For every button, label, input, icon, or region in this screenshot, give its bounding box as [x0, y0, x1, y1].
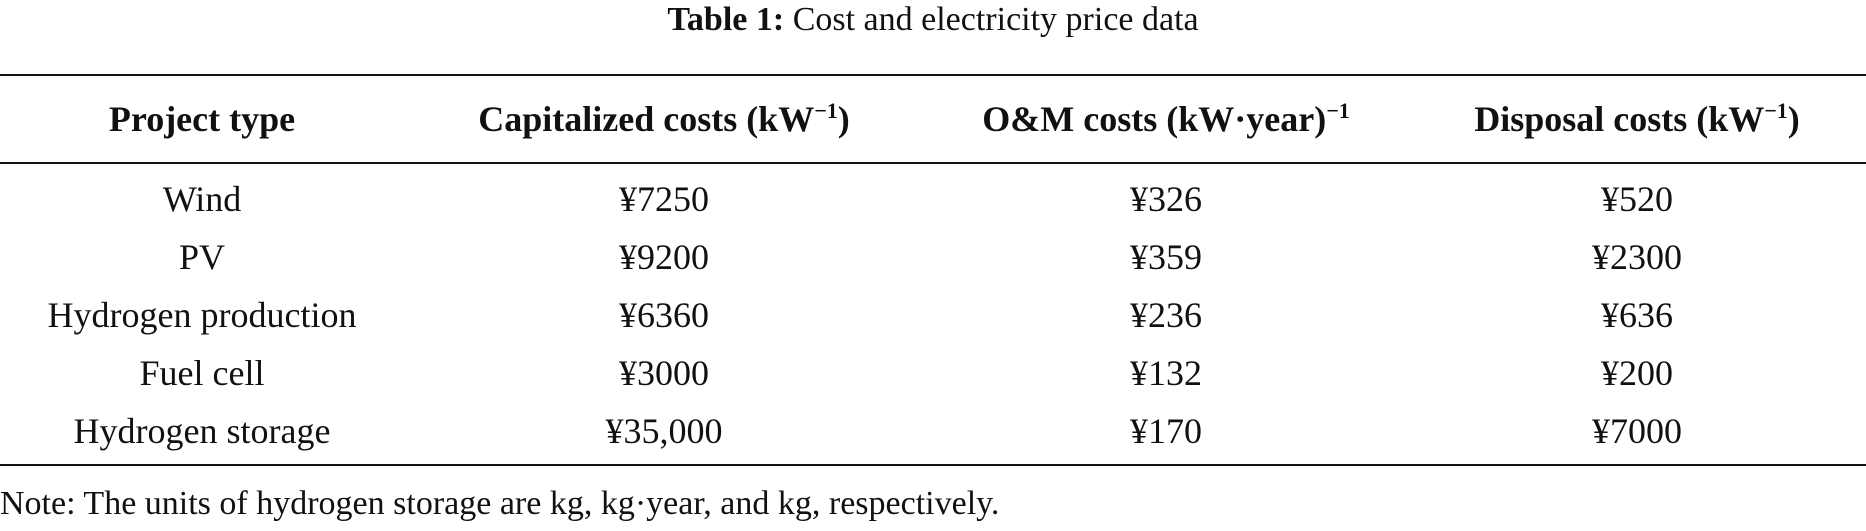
cell-capitalized-cost: ¥7250	[619, 179, 709, 219]
cost-table: Project type Capitalized costs (kW−1) O&…	[0, 76, 1866, 464]
table-row: Hydrogen production ¥6360 ¥236 ¥636	[0, 286, 1866, 344]
table-header-row: Project type Capitalized costs (kW−1) O&…	[0, 76, 1866, 164]
cell-om-cost: ¥236	[1130, 295, 1202, 335]
caption-label: Table 1:	[667, 1, 785, 38]
cell-om-cost: ¥326	[1130, 179, 1202, 219]
cell-capitalized-cost: ¥35,000	[605, 411, 723, 451]
cell-project-type: Wind	[162, 179, 242, 219]
table-row: PV ¥9200 ¥359 ¥2300	[0, 228, 1866, 286]
cost-table-container: Project type Capitalized costs (kW−1) O&…	[0, 74, 1866, 466]
header-om-costs: O&M costs (kW·year)−1	[924, 76, 1408, 164]
cell-disposal-cost: ¥7000	[1592, 411, 1682, 451]
cell-om-cost: ¥170	[1130, 411, 1202, 451]
cell-om-cost: ¥359	[1130, 237, 1202, 277]
header-superscript: −1	[1764, 98, 1788, 123]
cell-project-type: Hydrogen storage	[73, 411, 331, 451]
cell-project-type: PV	[178, 237, 226, 277]
header-project-type: Project type	[0, 76, 404, 164]
cell-disposal-cost: ¥520	[1601, 179, 1673, 219]
header-text: Disposal costs (kW	[1474, 99, 1765, 139]
caption-text: Cost and electricity price data	[792, 1, 1199, 38]
cell-capitalized-cost: ¥6360	[619, 295, 709, 335]
cell-capitalized-cost: ¥3000	[619, 353, 709, 393]
header-text-closing: )	[837, 99, 850, 139]
cell-disposal-cost: ¥2300	[1592, 237, 1682, 277]
table-caption: Table 1: Cost and electricity price data	[0, 0, 1866, 45]
header-text-closing: )	[1787, 99, 1800, 139]
table-row: Fuel cell ¥3000 ¥132 ¥200	[0, 344, 1866, 402]
header-text: Capitalized costs (kW	[478, 99, 815, 139]
table-row: Wind ¥7250 ¥326 ¥520	[0, 163, 1866, 228]
header-disposal-costs: Disposal costs (kW−1)	[1408, 76, 1866, 164]
cell-project-type: Hydrogen production	[47, 295, 357, 335]
cell-project-type: Fuel cell	[139, 353, 265, 393]
header-superscript: −1	[1326, 98, 1350, 123]
header-text: O&M costs (kW·year)	[982, 99, 1327, 139]
cell-capitalized-cost: ¥9200	[619, 237, 709, 277]
table-row: Hydrogen storage ¥35,000 ¥170 ¥7000	[0, 402, 1866, 464]
cell-disposal-cost: ¥636	[1601, 295, 1673, 335]
header-capitalized-costs: Capitalized costs (kW−1)	[404, 76, 924, 164]
header-superscript: −1	[814, 98, 838, 123]
table-note: Note: The units of hydrogen storage are …	[0, 485, 1000, 522]
cell-disposal-cost: ¥200	[1601, 353, 1673, 393]
header-text: Project type	[108, 99, 296, 139]
cell-om-cost: ¥132	[1130, 353, 1202, 393]
